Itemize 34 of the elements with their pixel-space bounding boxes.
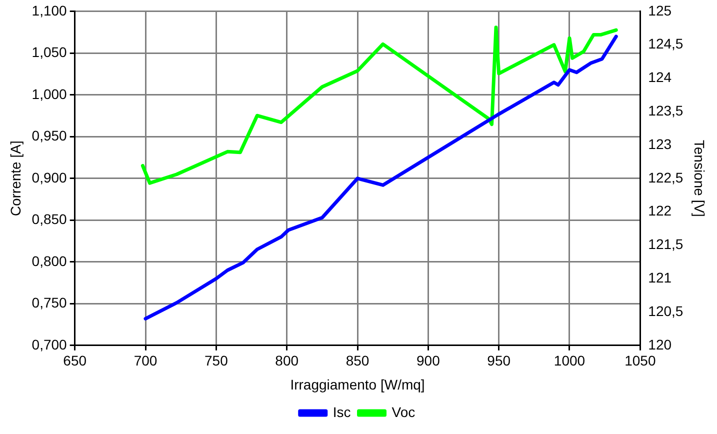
x-tick-label: 850 xyxy=(346,352,370,369)
y2-tick-label: 122,5 xyxy=(648,169,684,186)
x-axis-title: Irraggiamento [W/mq] xyxy=(290,376,425,392)
y-tick-label: 1,000 xyxy=(32,86,68,102)
y-tick-label: 1,050 xyxy=(32,44,68,60)
y-tick-label: 0,800 xyxy=(32,252,68,269)
y-tick-label: 1,100 xyxy=(32,2,68,18)
y2-tick-label: 120,5 xyxy=(648,302,684,319)
x-tick-label: 750 xyxy=(204,352,228,369)
y-tick-label: 0,750 xyxy=(32,294,68,311)
x-tick-label: 700 xyxy=(134,352,158,369)
y2-tick-label: 121,5 xyxy=(648,236,684,252)
x-tick-label: 1000 xyxy=(554,352,586,369)
y2-tick-label: 124,5 xyxy=(648,36,684,52)
x-tick-label: 650 xyxy=(63,352,87,369)
y-tick-label: 0,950 xyxy=(32,128,68,144)
y2-axis-title: Tensione [V] xyxy=(692,140,708,217)
y2-tick-label: 121 xyxy=(648,269,672,286)
y2-tick-label: 123,5 xyxy=(648,102,684,118)
x-tick-label: 900 xyxy=(416,352,440,369)
x-tick-label: 950 xyxy=(487,352,511,369)
y-tick-label: 0,700 xyxy=(32,336,68,352)
y2-tick-label: 120 xyxy=(648,336,672,352)
y-tick-label: 0,850 xyxy=(32,211,68,228)
legend-label: Isc xyxy=(332,404,351,420)
y2-tick-label: 123 xyxy=(648,136,672,152)
legend-label: Voc xyxy=(392,404,416,420)
y2-tick-label: 125 xyxy=(648,2,672,18)
y-axis-title: Corrente [A] xyxy=(7,140,24,216)
x-tick-label: 800 xyxy=(275,352,299,369)
y2-tick-label: 122 xyxy=(648,202,672,219)
y2-tick-label: 124 xyxy=(648,69,672,86)
x-tick-label: 1050 xyxy=(624,352,656,369)
y-tick-label: 0,900 xyxy=(32,169,68,186)
